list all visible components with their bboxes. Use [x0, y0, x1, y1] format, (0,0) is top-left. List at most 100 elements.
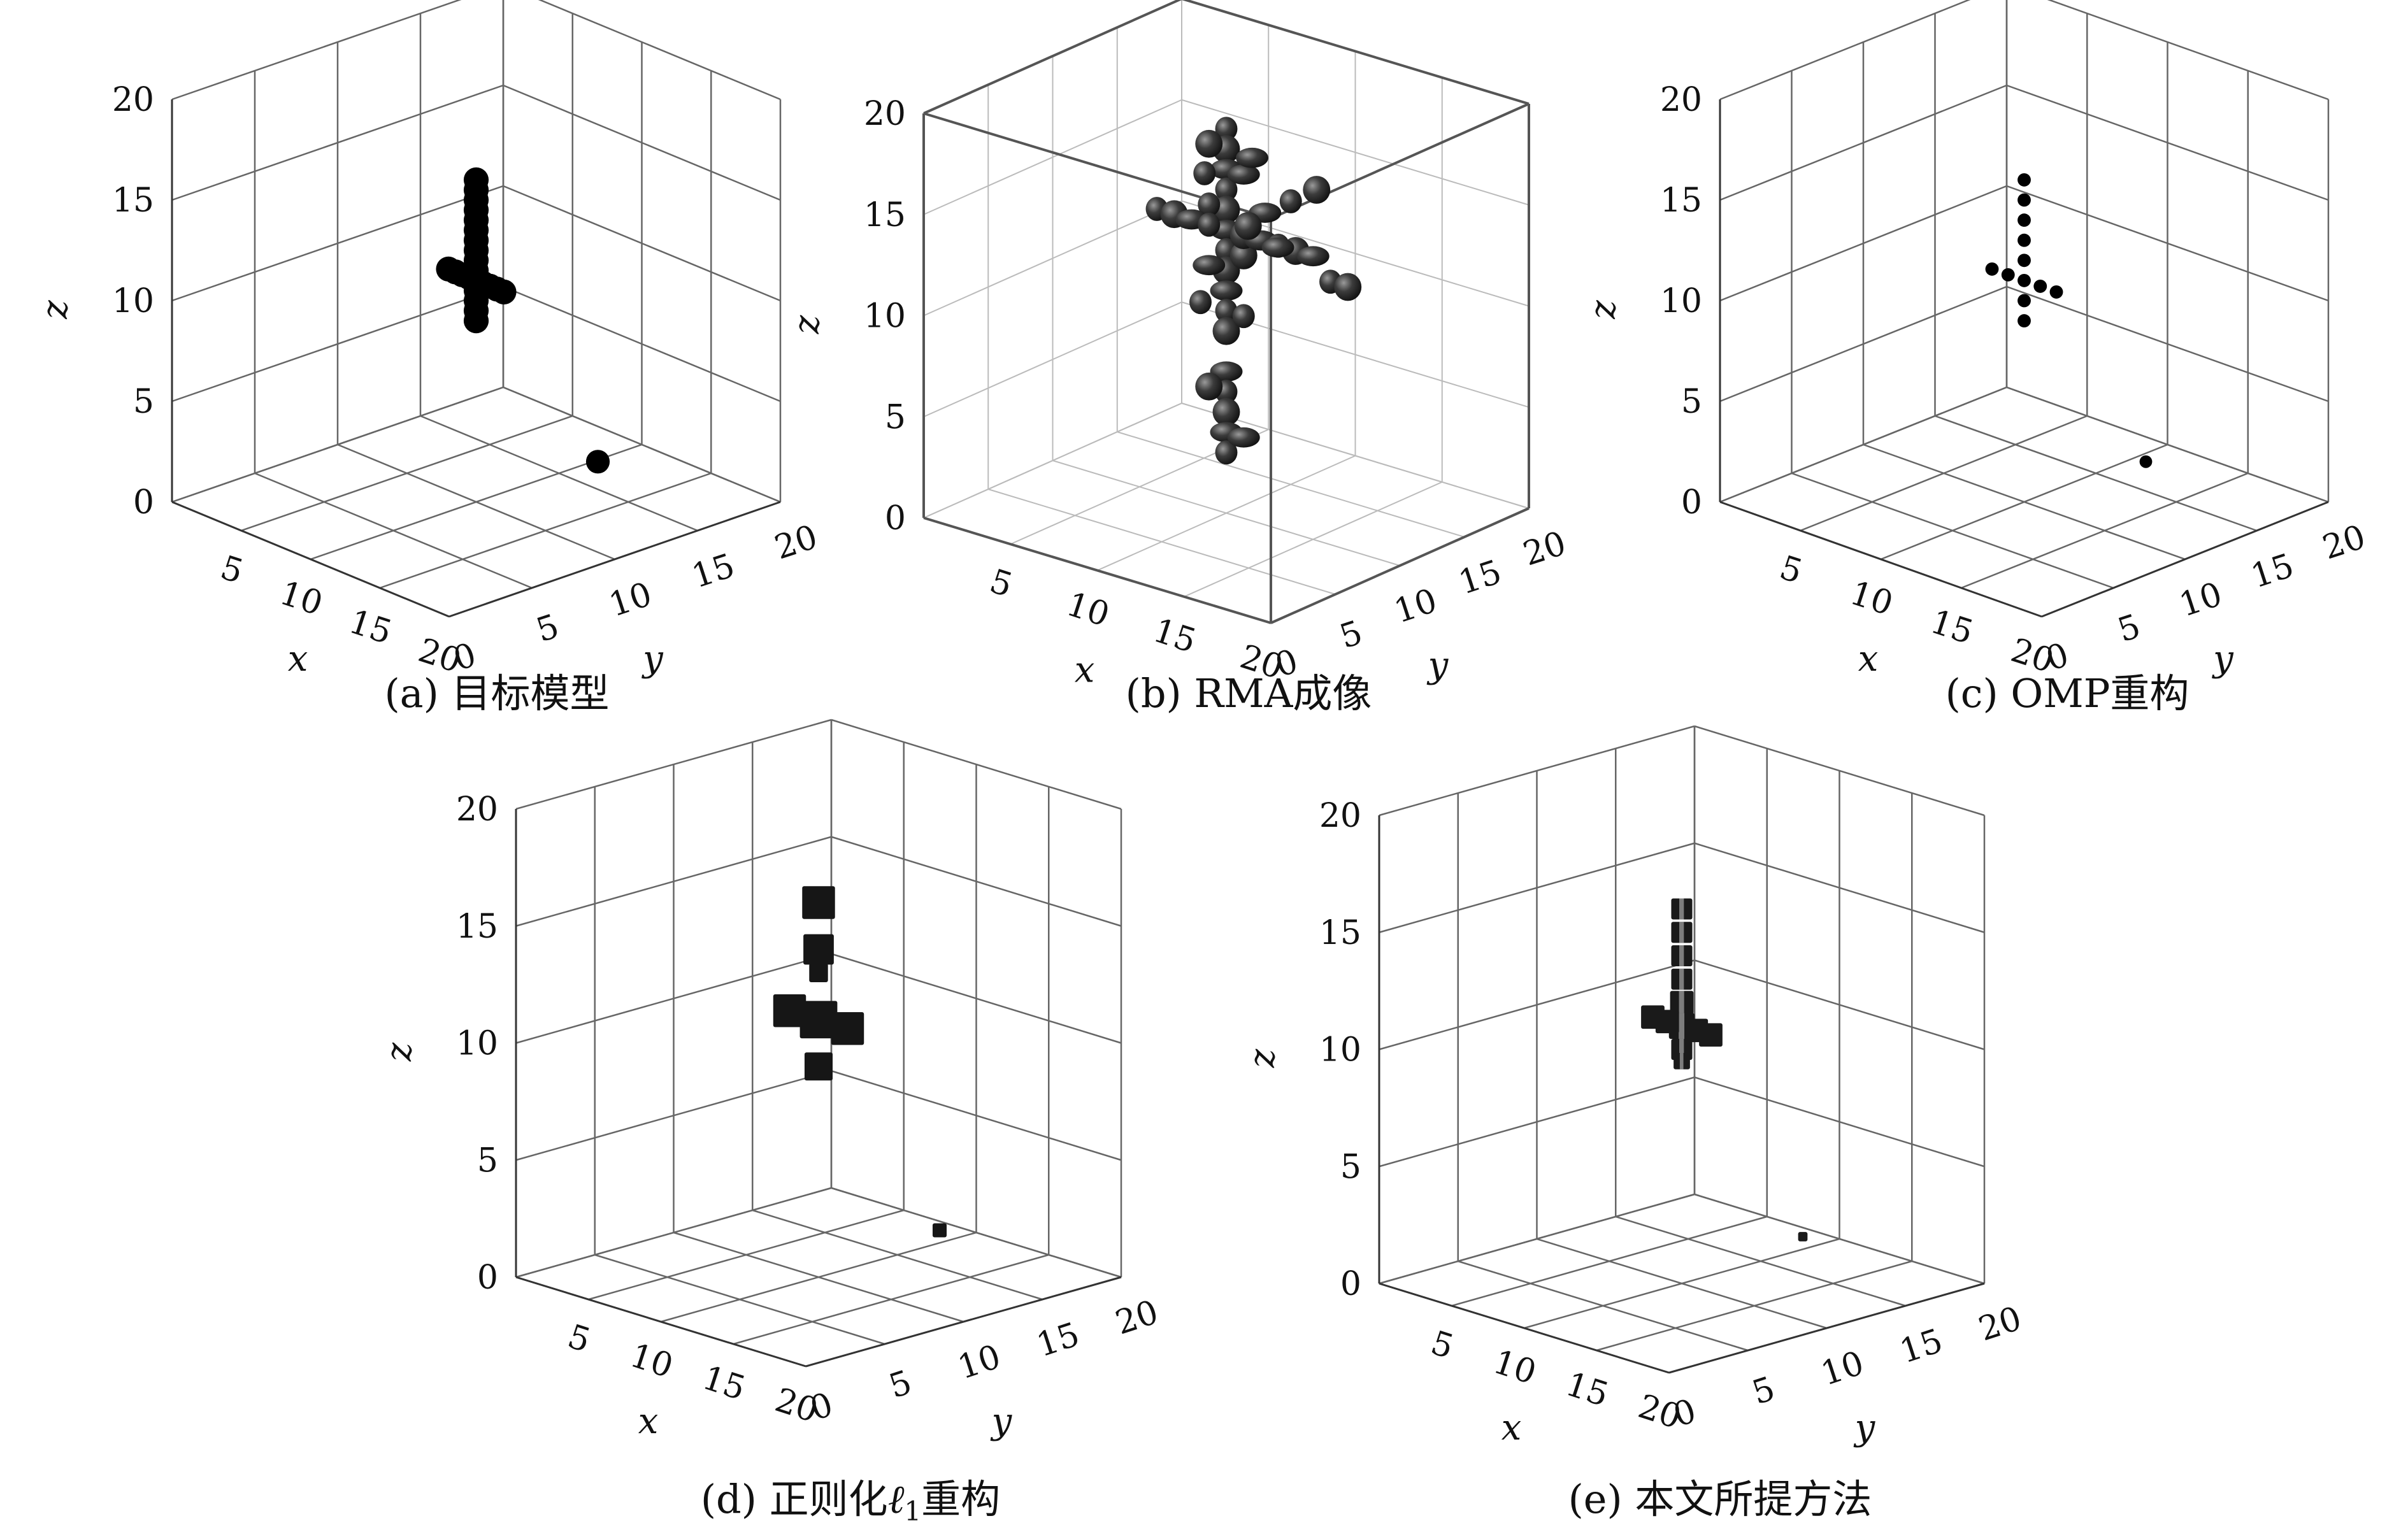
data-point — [2017, 193, 2031, 207]
grid-line — [171, 185, 504, 302]
grid-line — [1719, 0, 1971, 101]
data-point — [463, 167, 489, 192]
grid-line — [171, 84, 504, 201]
voxel — [1655, 1010, 1679, 1034]
z-tick-label: 15 — [456, 908, 498, 946]
isosurface-blob — [1234, 211, 1262, 240]
data-point — [2017, 213, 2031, 227]
isosurface-blob — [1195, 372, 1223, 401]
z-tick-label: 20 — [456, 790, 498, 829]
isosurface-blob — [1210, 280, 1243, 301]
voxel-highlight — [1679, 945, 1684, 967]
isosurface-blob — [1198, 212, 1221, 237]
grid-line — [503, 84, 781, 201]
z-tick-label: 20 — [1660, 81, 1702, 119]
x-tick-label: 15 — [1561, 1365, 1613, 1415]
isosurface-blob — [1198, 192, 1221, 217]
x-axis-label: x — [288, 638, 308, 680]
z-tick-label: 0 — [133, 483, 154, 522]
grid-line — [1184, 481, 1443, 597]
z-axis-label: z — [34, 300, 76, 320]
grid-line — [1379, 842, 1695, 933]
grid-line — [733, 1254, 1049, 1345]
grid-line — [1694, 725, 1985, 817]
data-marks — [1641, 898, 1808, 1241]
z-tick-label: 0 — [885, 499, 906, 538]
box-edge — [923, 0, 1182, 115]
voxel-highlight — [1679, 1038, 1684, 1061]
data-point — [2017, 254, 2031, 268]
box-edge — [923, 517, 1272, 624]
x-axis-label: x — [1501, 1407, 1522, 1448]
isosurface-blob — [1334, 273, 1362, 301]
y-axis-label: y — [641, 638, 664, 680]
data-point — [2017, 294, 2031, 308]
grid-line — [1694, 959, 1985, 1050]
z-tick-label: 20 — [864, 95, 906, 133]
isosurface-blob — [1193, 255, 1226, 276]
voxel-highlight — [1679, 1053, 1684, 1069]
y-axis-label: y — [1426, 645, 1449, 686]
grid-line — [1719, 84, 2007, 201]
grid-line — [752, 1209, 1043, 1301]
z-tick-label: 10 — [1319, 1031, 1361, 1069]
grid-line — [831, 836, 1122, 927]
grid-line — [1694, 842, 1985, 933]
grid-line — [831, 719, 1122, 810]
isosurface-blob — [1236, 147, 1268, 168]
voxel — [1798, 1232, 1808, 1241]
data-point — [2017, 273, 2031, 287]
data-point — [491, 279, 517, 304]
z-tick-label: 10 — [864, 297, 906, 336]
y-axis-label: y — [1853, 1407, 1876, 1448]
grid-line — [2006, 84, 2329, 201]
y-axis-line — [805, 1276, 1122, 1368]
z-tick-label: 0 — [1681, 483, 1702, 522]
grid-line — [1615, 1215, 1906, 1307]
z-tick-label: 20 — [112, 81, 154, 119]
grid-line — [515, 719, 832, 810]
z-axis-label: z — [1242, 1048, 1283, 1068]
voxel — [1699, 1023, 1723, 1047]
z-tick-label: 15 — [864, 196, 906, 234]
data-point — [2049, 285, 2063, 299]
grid-line — [1181, 99, 1530, 206]
y-tick-label: 20 — [1974, 1299, 2026, 1349]
z-tick-label: 5 — [133, 383, 154, 421]
grid-line — [2006, 185, 2329, 302]
voxel — [773, 994, 806, 1027]
x-axis-label: x — [1858, 638, 1879, 680]
z-axis-label: z — [378, 1042, 420, 1062]
z-tick-label: 10 — [456, 1025, 498, 1063]
y-axis-line — [1668, 1282, 1985, 1374]
z-tick-label: 15 — [1319, 914, 1361, 952]
grid-line — [923, 200, 1182, 317]
x-axis-line — [515, 1276, 806, 1368]
voxel — [831, 1012, 864, 1045]
data-point — [1985, 262, 1999, 276]
grid-line — [673, 1231, 964, 1323]
z-tick-label: 15 — [1660, 182, 1702, 220]
data-point — [585, 450, 610, 474]
panel-caption: (c) OMP重构 — [1946, 670, 2189, 717]
x-tick-label: 10 — [1489, 1343, 1540, 1392]
voxel-highlight — [1679, 968, 1684, 990]
isosurface-blob — [1215, 117, 1238, 141]
z-tick-label: 10 — [112, 282, 154, 320]
grid-line — [379, 472, 712, 589]
z-tick-label: 5 — [885, 398, 906, 436]
voxel-highlight — [1679, 898, 1684, 920]
x-axis-label: x — [1075, 650, 1095, 691]
data-marks — [1985, 173, 2153, 468]
y-axis-label: y — [2211, 638, 2234, 680]
box-edge — [1270, 507, 1530, 624]
voxel — [803, 934, 834, 965]
x-axis-line — [171, 501, 450, 618]
data-point — [2017, 233, 2031, 247]
z-tick-label: 20 — [1319, 797, 1361, 835]
grid-line — [1117, 431, 1465, 538]
